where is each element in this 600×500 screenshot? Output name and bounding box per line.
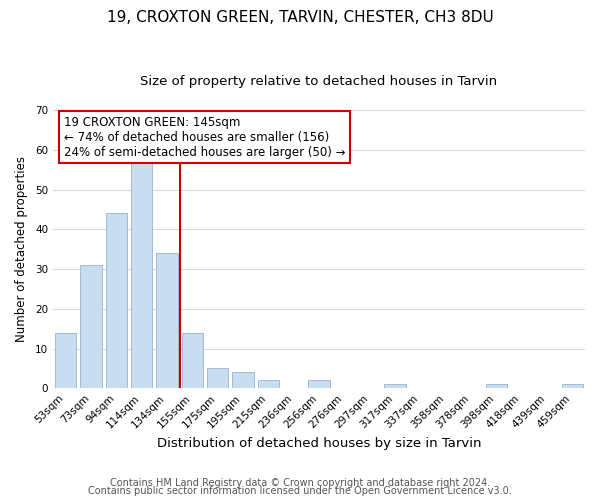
Text: 19, CROXTON GREEN, TARVIN, CHESTER, CH3 8DU: 19, CROXTON GREEN, TARVIN, CHESTER, CH3 … bbox=[107, 10, 493, 25]
Text: Contains public sector information licensed under the Open Government Licence v3: Contains public sector information licen… bbox=[88, 486, 512, 496]
X-axis label: Distribution of detached houses by size in Tarvin: Distribution of detached houses by size … bbox=[157, 437, 481, 450]
Bar bbox=[182, 332, 203, 388]
Bar bbox=[55, 332, 76, 388]
Bar bbox=[80, 265, 102, 388]
Bar bbox=[257, 380, 279, 388]
Text: 19 CROXTON GREEN: 145sqm
← 74% of detached houses are smaller (156)
24% of semi-: 19 CROXTON GREEN: 145sqm ← 74% of detach… bbox=[64, 116, 345, 158]
Bar bbox=[207, 368, 229, 388]
Bar bbox=[131, 162, 152, 388]
Bar bbox=[308, 380, 330, 388]
Title: Size of property relative to detached houses in Tarvin: Size of property relative to detached ho… bbox=[140, 75, 497, 88]
Bar bbox=[384, 384, 406, 388]
Text: Contains HM Land Registry data © Crown copyright and database right 2024.: Contains HM Land Registry data © Crown c… bbox=[110, 478, 490, 488]
Bar bbox=[232, 372, 254, 388]
Bar bbox=[156, 253, 178, 388]
Bar bbox=[106, 214, 127, 388]
Y-axis label: Number of detached properties: Number of detached properties bbox=[15, 156, 28, 342]
Bar bbox=[562, 384, 583, 388]
Bar bbox=[485, 384, 507, 388]
